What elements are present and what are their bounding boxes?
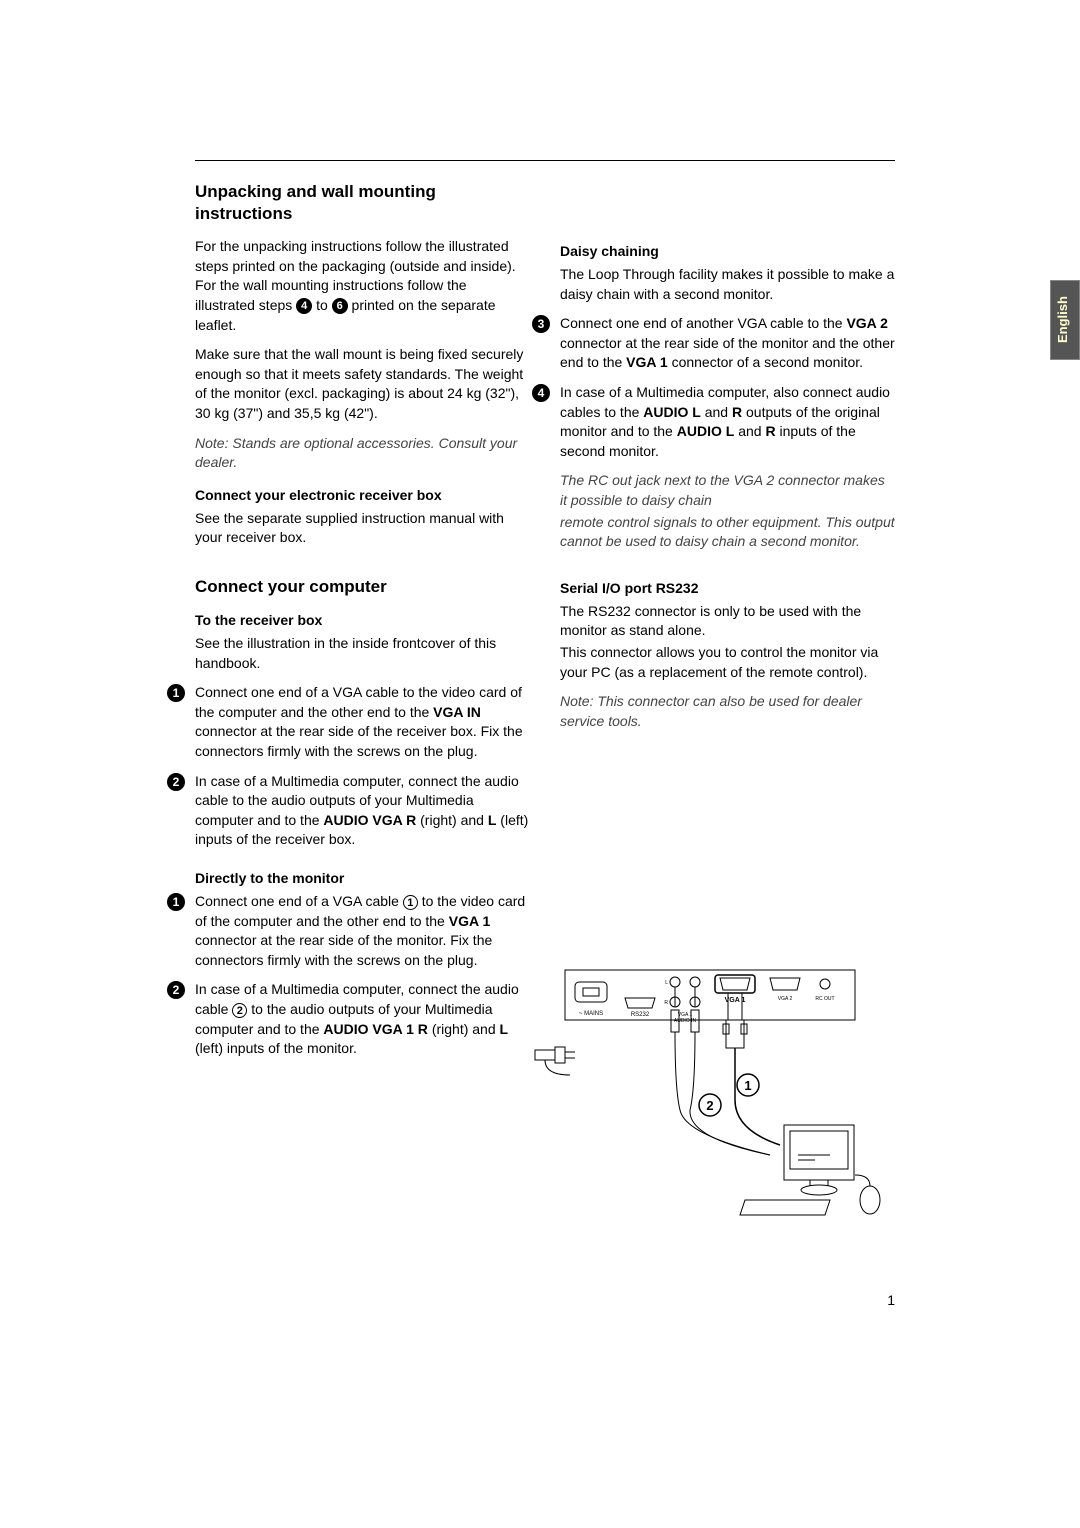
para-receiver-1: See the illustration in the inside front… bbox=[195, 634, 530, 673]
page-content: Unpacking and wall mounting instructions… bbox=[195, 160, 895, 1069]
para-step-1: Connect one end of a VGA cable to the vi… bbox=[195, 683, 530, 761]
step-row-2: 2 In case of a Multimedia computer, conn… bbox=[195, 772, 530, 850]
para-step-4: In case of a Multimedia computer, also c… bbox=[560, 383, 895, 461]
note-stands: Note: Stands are optional accessories. C… bbox=[195, 434, 530, 473]
page-number: 1 bbox=[887, 1292, 895, 1308]
heading-unpacking: Unpacking and wall mounting instructions bbox=[195, 181, 530, 225]
connection-diagram: ~ MAINS RS232 L R VGA 1 AUDIO IN VGA 1 V… bbox=[530, 960, 890, 1220]
bullet-num-1: 1 bbox=[167, 684, 185, 702]
para-serial-2: This connector allows you to control the… bbox=[560, 643, 895, 682]
heading-direct: Directly to the monitor bbox=[195, 870, 530, 886]
ref-circle-1: 1 bbox=[403, 895, 418, 910]
para-step-2: In case of a Multimedia computer, connec… bbox=[195, 772, 530, 850]
step-row-3: 3 Connect one end of another VGA cable t… bbox=[560, 314, 895, 373]
bullet-num-2: 2 bbox=[167, 773, 185, 791]
step-circle-6: 6 bbox=[332, 298, 348, 314]
para-step-3: Connect one end of another VGA cable to … bbox=[560, 314, 895, 373]
svg-text:~ MAINS: ~ MAINS bbox=[579, 1011, 603, 1017]
svg-text:L: L bbox=[665, 980, 668, 986]
para-direct-1: Connect one end of a VGA cable 1 to the … bbox=[195, 892, 530, 970]
svg-text:VGA 2: VGA 2 bbox=[778, 996, 793, 1002]
ref-circle-2: 2 bbox=[232, 1003, 247, 1018]
note-rc-1: The RC out jack next to the VGA 2 connec… bbox=[560, 471, 895, 510]
step-row-d1: 1 Connect one end of a VGA cable 1 to th… bbox=[195, 892, 530, 970]
svg-text:2: 2 bbox=[706, 1098, 713, 1113]
para-unpack-1: For the unpacking instructions follow th… bbox=[195, 237, 530, 335]
heading-daisy: Daisy chaining bbox=[560, 243, 895, 259]
bullet-num-3: 3 bbox=[532, 315, 550, 333]
step-row-d2: 2 In case of a Multimedia computer, conn… bbox=[195, 980, 530, 1058]
note-serial: Note: This connector can also be used fo… bbox=[560, 692, 895, 731]
top-rule bbox=[195, 160, 895, 161]
bullet-num-d2: 2 bbox=[167, 981, 185, 999]
step-row-4: 4 In case of a Multimedia computer, also… bbox=[560, 383, 895, 461]
step-circle-4: 4 bbox=[296, 298, 312, 314]
left-column: Unpacking and wall mounting instructions… bbox=[195, 181, 530, 1069]
note-rc-2: remote control signals to other equipmen… bbox=[560, 513, 895, 552]
heading-to-receiver: To the receiver box bbox=[195, 612, 530, 628]
bullet-num-4: 4 bbox=[532, 384, 550, 402]
bullet-num-d1: 1 bbox=[167, 893, 185, 911]
para-serial-1: The RS232 connector is only to be used w… bbox=[560, 602, 895, 641]
step-row-1: 1 Connect one end of a VGA cable to the … bbox=[195, 683, 530, 761]
heading-connect-computer: Connect your computer bbox=[195, 576, 530, 598]
svg-text:R: R bbox=[664, 1000, 668, 1006]
para-unpack-2: Make sure that the wall mount is being f… bbox=[195, 345, 530, 423]
para-daisy-1: The Loop Through facility makes it possi… bbox=[560, 265, 895, 304]
svg-text:1: 1 bbox=[744, 1078, 751, 1093]
svg-text:RC OUT: RC OUT bbox=[815, 996, 834, 1002]
right-column: Daisy chaining The Loop Through facility… bbox=[560, 181, 895, 1069]
language-tab: English bbox=[1050, 280, 1080, 360]
heading-connect-box: Connect your electronic receiver box bbox=[195, 487, 530, 503]
svg-text:AUDIO IN: AUDIO IN bbox=[674, 1018, 697, 1024]
heading-serial: Serial I/O port RS232 bbox=[560, 580, 895, 596]
svg-text:RS232: RS232 bbox=[631, 1012, 650, 1018]
para-direct-2: In case of a Multimedia computer, connec… bbox=[195, 980, 530, 1058]
para-connect-box: See the separate supplied instruction ma… bbox=[195, 509, 530, 548]
